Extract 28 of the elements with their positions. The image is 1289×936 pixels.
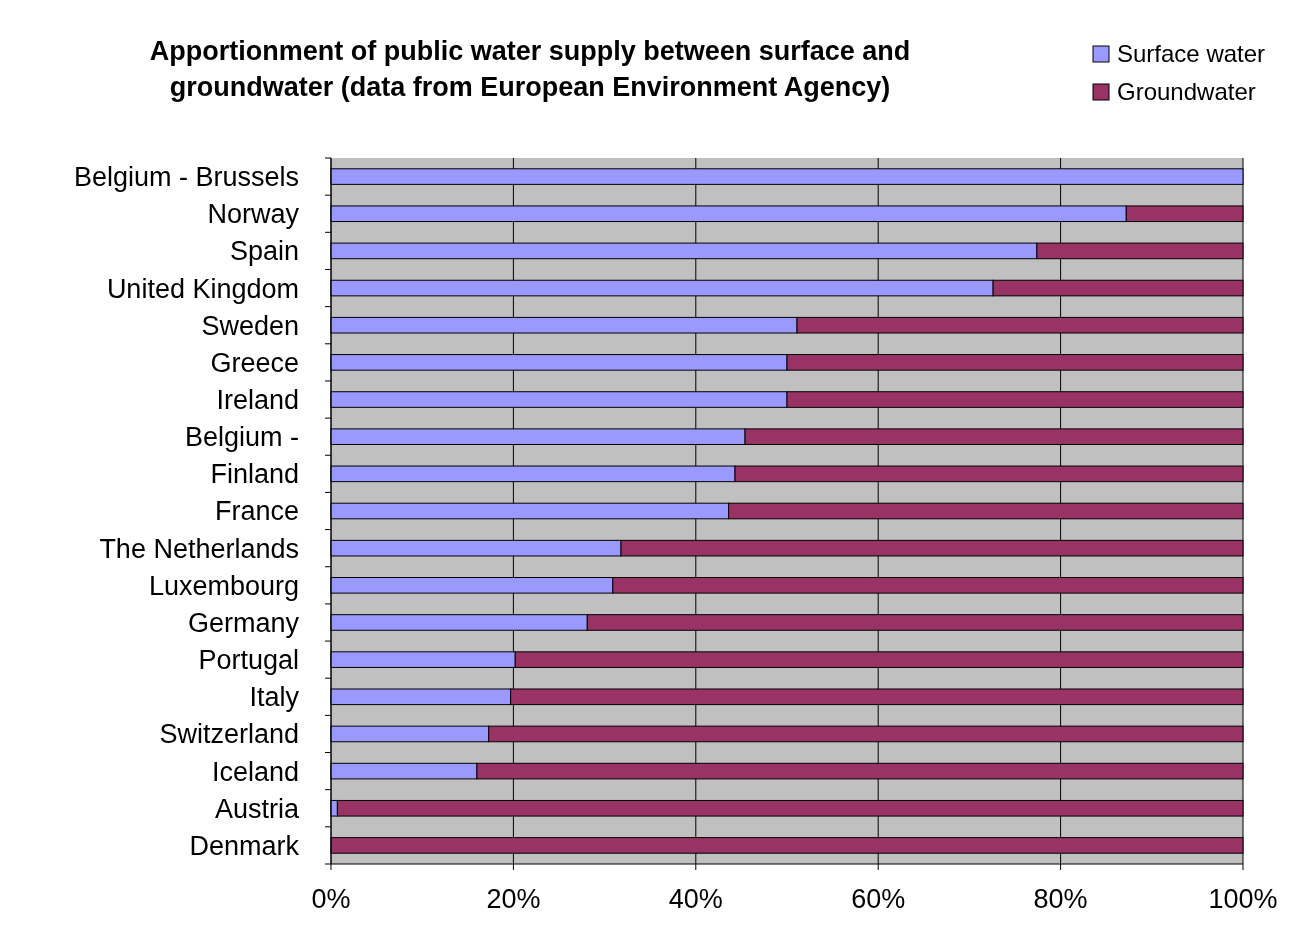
y-tick-label: Belgium - Brussels [73,162,299,193]
legend-label: Surface water [1117,40,1266,68]
y-tick-label: Finland [210,459,299,490]
x-tick-label: 100% [1208,884,1278,914]
x-tick-label: 80% [1033,884,1088,914]
y-tick-label: Norway [207,199,300,230]
y-tick-label: Belgium - [184,422,299,453]
y-tick-label: Spain [229,236,299,267]
y-tick-label: France [214,496,299,527]
y-tick-label: Greece [210,347,299,378]
y-tick-label: Germany [187,607,300,638]
y-tick-label: Austria [214,793,300,824]
y-tick-label: Iceland [211,756,299,787]
y-tick-label: Sweden [201,310,299,341]
y-tick-label: Ireland [216,384,299,415]
x-tick-label: 0% [311,884,351,914]
y-tick-label: Portugal [198,645,299,676]
x-tick-label: 20% [486,884,541,914]
legend-label: Groundwater [1117,78,1256,106]
y-tick-label: Italy [249,682,300,713]
chart-title: Apportionment of public water supply between surface and groundwater (data from European Environment Agency) [149,36,911,102]
y-tick-label: Switzerland [159,719,299,750]
x-tick-label: 60% [851,884,906,914]
y-tick-label: United Kingdom [106,273,299,304]
y-tick-label: The Netherlands [99,533,299,564]
x-tick-label: 40% [668,884,723,914]
y-tick-label: Luxembourg [148,570,299,601]
y-tick-label: Denmark [189,830,300,861]
